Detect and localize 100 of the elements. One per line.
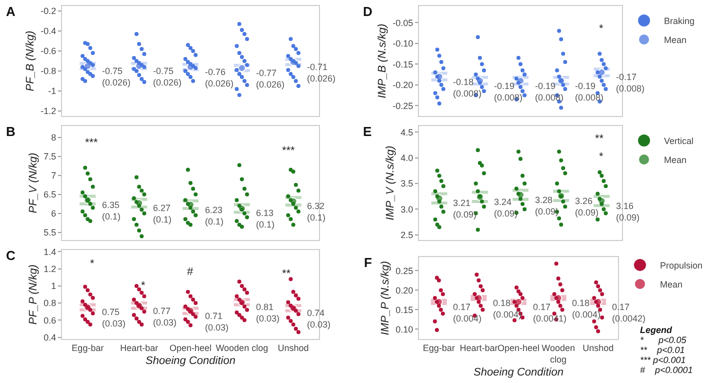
y-tick-label: -1.2 bbox=[40, 106, 56, 116]
y-tick-label: 3.5 bbox=[400, 178, 414, 189]
y-tick-label: 1.2 bbox=[44, 264, 56, 274]
data-label: 6.23 (0.1) bbox=[205, 205, 224, 227]
y-axis-title: IMP_P (N.s/kg) bbox=[379, 260, 392, 336]
y-tick-label: 6.5 bbox=[44, 190, 56, 200]
data-label: 0.17 (0.0041) bbox=[533, 302, 567, 324]
legend-label: Braking bbox=[664, 16, 695, 26]
point bbox=[238, 64, 246, 72]
x-axis-title: Shoeing Condition bbox=[146, 355, 236, 367]
annotation: ** bbox=[282, 268, 292, 280]
y-tick-label: 8 bbox=[51, 132, 56, 143]
y-tick-label: 7 bbox=[51, 170, 56, 181]
data-label: 0.77 (0.03) bbox=[153, 306, 177, 328]
x-tick-label: Wooden clog bbox=[216, 342, 268, 353]
data-label: 0.81 (0.03) bbox=[256, 302, 280, 324]
text: ** p<0.01 bbox=[640, 345, 685, 355]
data-label: 3.21 (0.09) bbox=[453, 198, 477, 220]
data-label: 0.75 (0.03) bbox=[102, 307, 126, 329]
annotation: ** bbox=[595, 133, 604, 145]
y-tick-label: -0.05 bbox=[392, 18, 414, 28]
y-tick-label: -0.6 bbox=[40, 46, 56, 56]
text: Legend bbox=[640, 325, 673, 335]
data-label: 6.35 (0.1) bbox=[102, 200, 121, 222]
y-tick-label: 6 bbox=[51, 208, 56, 219]
y-tick-label: 0.15 bbox=[396, 304, 414, 315]
y-tick-label: -0.4 bbox=[40, 26, 56, 36]
y-tick-label: 0.10 bbox=[396, 324, 414, 334]
annotation: * bbox=[599, 23, 604, 35]
annotation: * bbox=[90, 258, 95, 270]
legend-label: Propulsion bbox=[660, 260, 703, 270]
y-tick-label: -0.2 bbox=[40, 6, 56, 16]
chart-title: C bbox=[6, 248, 16, 263]
legend-label: Mean bbox=[660, 279, 683, 290]
chart-title: E bbox=[363, 124, 372, 139]
y-tick-label: -1 bbox=[48, 86, 56, 96]
y-axis-title: IMP_B (N.s/kg) bbox=[376, 23, 388, 98]
y-axis-title: PF_V (N/kg) bbox=[27, 152, 40, 214]
data-label: 0.17 (0.0042) bbox=[612, 302, 646, 324]
y-tick-label: 0.6 bbox=[44, 315, 56, 326]
chart-title: D bbox=[363, 4, 372, 19]
data-label: -0.77 (0.026) bbox=[256, 68, 285, 90]
data-label: 0.18 (0.004) bbox=[493, 298, 522, 320]
legend-label: Mean bbox=[664, 35, 687, 46]
data-label: -0.75 (0.026) bbox=[153, 66, 182, 88]
data-label: 6.32 (0.1) bbox=[307, 201, 326, 223]
y-tick-label: 0.8 bbox=[44, 298, 56, 308]
x-tick-label: Egg-bar bbox=[422, 342, 455, 353]
data-label: 3.26 (0.09) bbox=[575, 196, 599, 218]
y-axis-title: PF_P (N/kg) bbox=[27, 264, 40, 325]
y-tick-label: 4.0 bbox=[400, 152, 414, 163]
annotation: *** bbox=[282, 145, 296, 157]
y-tick-label: 2.5 bbox=[400, 230, 414, 240]
y-tick-label: -0.15 bbox=[392, 59, 414, 70]
text: # p<0.0001 bbox=[640, 365, 693, 375]
y-axis-title: PF_B (N/kg) bbox=[24, 30, 36, 92]
chart-title: F bbox=[364, 255, 372, 270]
x-tick-label: Heart-bar bbox=[460, 342, 498, 353]
data-label: 0.71 (0.03) bbox=[205, 311, 229, 333]
x-tick-label: Egg-bar bbox=[72, 342, 104, 353]
data-label: -0.18 (0.008) bbox=[453, 77, 482, 99]
x-tick-label: Open-heel bbox=[169, 342, 212, 353]
y-tick-label: 7.5 bbox=[44, 152, 56, 162]
data-label: 0.18 (0.004) bbox=[572, 298, 601, 320]
data-label: -0.75 (0.026) bbox=[102, 66, 131, 88]
y-tick-label: -0.8 bbox=[40, 66, 56, 76]
data-label: -0.19 (0.008) bbox=[535, 81, 564, 103]
annotation: # bbox=[187, 266, 194, 278]
chart-title: B bbox=[6, 124, 16, 139]
data-label: -0.19 (0.008) bbox=[494, 81, 523, 103]
data-label: -0.19 (0.008) bbox=[575, 81, 604, 103]
data-label: 6.13 (0.1) bbox=[256, 208, 275, 230]
x-tick-label: Open-heel bbox=[497, 342, 540, 353]
y-tick-label: 5.5 bbox=[44, 228, 56, 238]
data-label: -0.71 (0.026) bbox=[307, 62, 336, 84]
annotation: *** bbox=[85, 137, 99, 149]
y-tick-label: -0.10 bbox=[392, 38, 414, 49]
y-tick-label: 3.0 bbox=[400, 204, 414, 214]
data-label: 6.27 (0.1) bbox=[153, 203, 172, 225]
y-tick-label: -0.20 bbox=[392, 80, 414, 90]
data-label: -0.76 (0.026) bbox=[205, 67, 234, 89]
y-tick-label: 0.20 bbox=[396, 285, 414, 296]
y-tick-label: 1.4 bbox=[44, 246, 56, 257]
chart-title: A bbox=[6, 4, 16, 19]
y-tick-label: -0.25 bbox=[392, 100, 414, 111]
x-tick-label: Unshod bbox=[278, 342, 309, 353]
data-label: 3.16 (0.09) bbox=[616, 201, 640, 223]
text: *** p<0.001 bbox=[640, 355, 686, 365]
y-axis-title: IMP_V (N.s/kg) bbox=[384, 145, 396, 220]
x-tick-label: Unshod bbox=[582, 342, 614, 353]
y-tick-label: 0.4 bbox=[44, 332, 56, 342]
annotation: * bbox=[141, 280, 146, 292]
data-label: 0.74 (0.03) bbox=[307, 308, 331, 330]
y-tick-label: 1 bbox=[51, 281, 56, 292]
data-label: 0.17 (0.004) bbox=[453, 302, 482, 324]
x-axis-title: Shoeing Condition bbox=[474, 366, 564, 379]
legend-label: Vertical bbox=[664, 136, 694, 146]
annotation: * bbox=[599, 151, 604, 163]
x-tick-label: Wooden clog bbox=[542, 342, 575, 364]
y-tick-label: 4.5 bbox=[400, 127, 414, 138]
